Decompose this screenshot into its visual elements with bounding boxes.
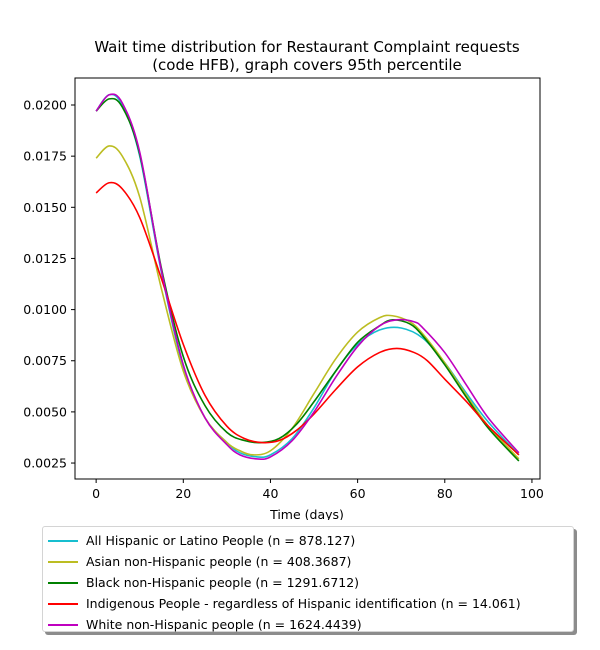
x-axis-label: Time (days) [269, 507, 344, 520]
legend-label: Asian non-Hispanic people (n = 408.3687) [86, 554, 352, 569]
y-tick-label: 0.0075 [23, 353, 67, 368]
y-tick-label: 0.0025 [23, 456, 67, 471]
series-layer [95, 93, 520, 462]
legend-item-white: White non-Hispanic people (n = 1624.4439… [43, 614, 573, 635]
y-tick-label: 0.0100 [23, 302, 67, 317]
y-axis-ticks: 0.0025 0.0050 0.0075 0.0100 0.0125 0.0150 0.01… [23, 98, 75, 471]
legend-label: Black non-Hispanic people (n = 1291.6712… [86, 575, 360, 590]
x-tick-label: 40 [263, 486, 279, 501]
y-tick-label: 0.0200 [23, 98, 67, 113]
legend-item-asian: Asian non-Hispanic people (n = 408.3687) [43, 551, 573, 572]
x-axis-ticks: 0 20 40 60 80 100 [92, 479, 544, 501]
x-tick-label: 20 [175, 486, 191, 501]
legend: All Hispanic or Latino People (n = 878.1… [42, 526, 574, 632]
plot-frame [74, 77, 541, 480]
x-tick-label: 100 [520, 486, 544, 501]
legend-item-indigenous: Indigenous People - regardless of Hispan… [43, 593, 573, 614]
y-tick-label: 0.0125 [23, 251, 67, 266]
legend-swatch [48, 623, 78, 626]
legend-swatch [48, 539, 78, 542]
x-tick-label: 0 [92, 486, 100, 501]
chart-title-line-2: (code HFB), graph covers 95th percentile [152, 56, 462, 74]
y-tick-label: 0.0150 [23, 200, 67, 215]
legend-swatch [48, 581, 78, 584]
series-line-asian [95, 145, 520, 460]
legend-swatch [48, 602, 78, 605]
legend-label: White non-Hispanic people (n = 1624.4439… [86, 617, 362, 632]
y-tick-label: 0.0050 [23, 404, 67, 419]
legend-item-black: Black non-Hispanic people (n = 1291.6712… [43, 572, 573, 593]
y-tick-label: 0.0175 [23, 149, 67, 164]
legend-swatch [48, 560, 78, 563]
legend-label: Indigenous People - regardless of Hispan… [86, 596, 521, 611]
series-line-white [95, 93, 520, 461]
chart-title-line-1: Wait time distribution for Restaurant Co… [94, 38, 520, 56]
legend-label: All Hispanic or Latino People (n = 878.1… [86, 533, 356, 548]
series-line-indigenous [95, 181, 520, 456]
x-tick-label: 80 [437, 486, 453, 501]
chart: Wait time distribution for Restaurant Co… [23, 38, 544, 520]
legend-item-hispanic-latino: All Hispanic or Latino People (n = 878.1… [43, 530, 573, 551]
x-tick-label: 60 [350, 486, 366, 501]
